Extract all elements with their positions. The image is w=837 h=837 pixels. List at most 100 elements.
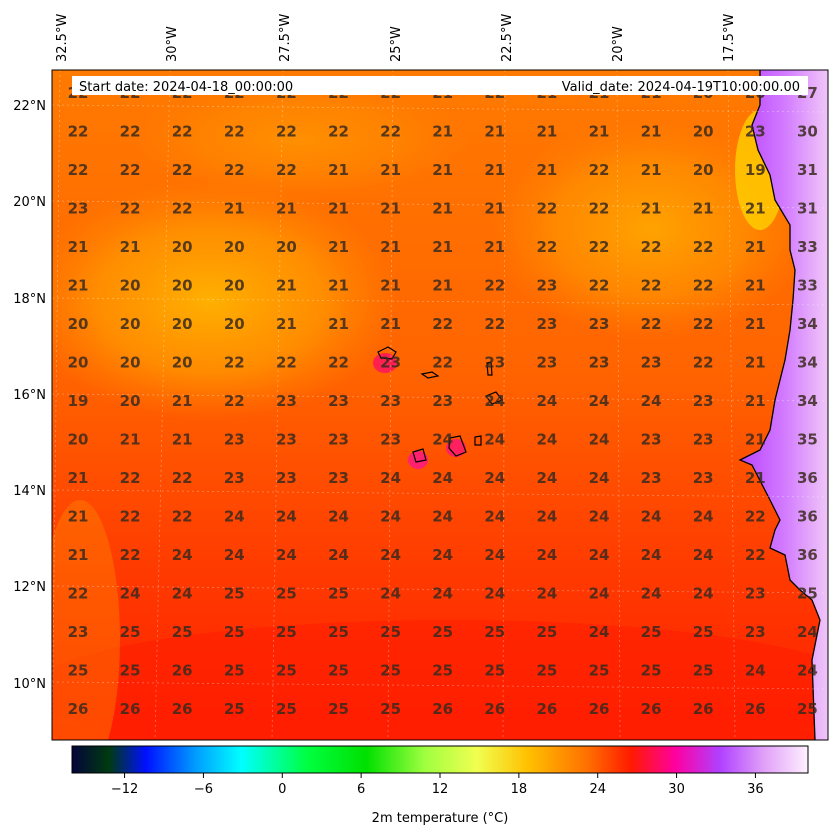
grid-value: 20 xyxy=(120,392,141,410)
grid-value: 24 xyxy=(536,546,557,564)
grid-value: 25 xyxy=(432,662,453,680)
grid-value: 25 xyxy=(641,662,662,680)
header-bar xyxy=(72,76,808,95)
grid-value: 34 xyxy=(797,315,818,333)
grid-value: 22 xyxy=(589,277,610,295)
grid-value: 22 xyxy=(68,585,89,603)
colorbar-ticks: −12 −6 0 6 12 18 24 30 36 xyxy=(111,773,764,797)
grid-value: 22 xyxy=(276,354,297,372)
grid-value: 23 xyxy=(589,354,610,372)
grid-value: 21 xyxy=(172,392,193,410)
grid-value: 22 xyxy=(276,123,297,141)
grid-value: 33 xyxy=(797,277,818,295)
grid-value: 25 xyxy=(380,662,401,680)
grid-value: 25 xyxy=(224,623,245,641)
grid-value: 24 xyxy=(589,431,610,449)
grid-value: 26 xyxy=(589,700,610,718)
grid-value: 24 xyxy=(432,431,453,449)
grid-value: 24 xyxy=(641,508,662,526)
colorbar-tick-label: 18 xyxy=(511,782,528,797)
grid-value: 24 xyxy=(797,662,818,680)
grid-value: 25 xyxy=(484,662,505,680)
grid-value: 21 xyxy=(745,200,766,218)
grid-value: 25 xyxy=(380,700,401,718)
grid-value: 23 xyxy=(536,354,557,372)
grid-value: 23 xyxy=(745,123,766,141)
island-hotspot xyxy=(408,451,428,469)
grid-value: 23 xyxy=(484,354,505,372)
island-outline xyxy=(412,448,427,463)
grid-value: 22 xyxy=(641,238,662,256)
grid-value: 21 xyxy=(745,315,766,333)
grid-value: 22 xyxy=(536,200,557,218)
grid-value: 21 xyxy=(276,277,297,295)
grid-value: 23 xyxy=(380,354,401,372)
grid-value: 36 xyxy=(797,508,818,526)
grid-value: 21 xyxy=(380,238,401,256)
grid-value: 22 xyxy=(432,315,453,333)
island-hotspot xyxy=(373,353,397,373)
grid-value: 26 xyxy=(745,700,766,718)
colorbar-tick-label: 0 xyxy=(278,782,286,797)
grid-value: 21 xyxy=(432,200,453,218)
grid-value: 21 xyxy=(328,200,349,218)
grid-value: 21 xyxy=(120,238,141,256)
island-outline xyxy=(486,361,493,376)
grid-value: 24 xyxy=(328,508,349,526)
grid-value: 26 xyxy=(641,700,662,718)
longitude-labels: 32.5°W 30°W 27.5°W 25°W 22.5°W 20°W 17.5°W xyxy=(55,14,737,62)
grid-value: 21 xyxy=(432,123,453,141)
grid-value: 21 xyxy=(536,123,557,141)
grid-value: 25 xyxy=(641,623,662,641)
grid-value: 20 xyxy=(172,238,193,256)
grid-value: 24 xyxy=(589,546,610,564)
grid-value: 25 xyxy=(276,585,297,603)
grid-value: 21 xyxy=(484,123,505,141)
grid-value: 24 xyxy=(484,431,505,449)
grid-value: 21 xyxy=(745,392,766,410)
grid-value: 23 xyxy=(224,469,245,487)
grid-value: 23 xyxy=(276,469,297,487)
grid-value: 20 xyxy=(172,315,193,333)
grid-value: 21 xyxy=(68,546,89,564)
grid-value: 22 xyxy=(484,315,505,333)
warm-yellow-zone-east xyxy=(490,120,810,340)
grid-value: 23 xyxy=(276,431,297,449)
grid-value: 23 xyxy=(380,392,401,410)
grid-value: 21 xyxy=(432,161,453,179)
grid-value: 25 xyxy=(328,623,349,641)
grid-value: 22 xyxy=(120,546,141,564)
grid-value: 22 xyxy=(172,123,193,141)
grid-value: 20 xyxy=(276,238,297,256)
grid-value: 25 xyxy=(120,662,141,680)
grid-value: 25 xyxy=(536,623,557,641)
grid-value: 23 xyxy=(224,431,245,449)
grid-value: 26 xyxy=(172,700,193,718)
grid-value: 25 xyxy=(224,700,245,718)
grid-value: 23 xyxy=(68,200,89,218)
longitude-label: 17.5°W xyxy=(722,14,737,62)
longitude-label: 22.5°W xyxy=(500,14,515,62)
grid-value: 25 xyxy=(484,623,505,641)
map-frame xyxy=(51,69,829,741)
colorbar-tick-label: 36 xyxy=(747,782,764,797)
grid-value: 24 xyxy=(589,392,610,410)
grid-value: 26 xyxy=(432,700,453,718)
grid-value: 22 xyxy=(432,354,453,372)
grid-value: 23 xyxy=(276,392,297,410)
grid-value: 21 xyxy=(484,161,505,179)
grid-value: 24 xyxy=(432,469,453,487)
warm-yellow-zone-north xyxy=(130,80,470,200)
island-outline xyxy=(420,371,440,379)
warm-yellow-zone xyxy=(52,180,400,420)
grid-value: 20 xyxy=(68,354,89,372)
grid-value: 21 xyxy=(68,238,89,256)
grid-value: 21 xyxy=(745,354,766,372)
grid-value: 22 xyxy=(745,508,766,526)
grid-value: 24 xyxy=(589,508,610,526)
grid-value: 20 xyxy=(693,123,714,141)
colorbar-tick-label: 6 xyxy=(357,782,365,797)
grid-value: 23 xyxy=(328,431,349,449)
grid-value: 20 xyxy=(120,315,141,333)
grid-value: 22 xyxy=(745,546,766,564)
